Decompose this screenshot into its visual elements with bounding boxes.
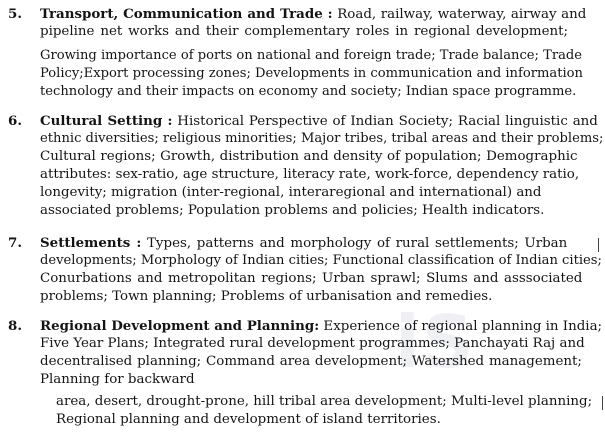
item-first-line: Cultural Setting : Historical Perspectiv… <box>40 113 598 129</box>
item-text-line: pipeline net works and their complementa… <box>40 24 569 39</box>
item-text-line: Planning for backward <box>40 372 195 387</box>
item-text-line: Regional planning and development of isl… <box>56 412 441 427</box>
item-text-line: ethnic diversities; religious minorities… <box>40 131 604 146</box>
item-number: 7. <box>8 235 22 251</box>
item-heading: Settlements : <box>40 235 142 251</box>
faint-watermark: iS <box>395 300 476 384</box>
item-heading: Cultural Setting : <box>40 113 173 129</box>
item-text-line: Cultural regions; Growth, distribution a… <box>40 149 578 164</box>
edge-rule <box>602 396 603 410</box>
item-text-line: Historical Perspective of Indian Society… <box>177 114 598 129</box>
item-number: 5. <box>8 6 22 22</box>
item-text-line: area, desert, drought-prone, hill tribal… <box>56 394 593 409</box>
item-text-line: attributes: sex-ratio, age structure, li… <box>40 167 580 182</box>
item-text-line: Conurbations and metropolitan regions; U… <box>40 271 583 286</box>
item-text-line: technology and their impacts on economy … <box>40 84 577 99</box>
item-text-line: Policy;Export processing zones; Developm… <box>40 66 583 81</box>
item-first-line: Regional Development and Planning: Exper… <box>40 318 602 334</box>
item-text-line: Five Year Plans; Integrated rural develo… <box>40 336 585 351</box>
item-text-line: Growing importance of ports on national … <box>40 48 583 63</box>
item-text-line: longevity; migration (inter-regional, in… <box>40 185 542 200</box>
item-text-line: decentralised planning; Command area dev… <box>40 354 582 369</box>
item-first-line: Settlements : Types, patterns and morpho… <box>40 235 567 251</box>
item-heading: Transport, Communication and Trade : <box>40 6 333 22</box>
item-text-line: Road, railway, waterway, airway and <box>337 7 587 22</box>
item-text-line: developments; Morphology of Indian citie… <box>40 253 602 268</box>
item-text-line: Experience of regional planning in India… <box>323 319 603 334</box>
item-number: 6. <box>8 113 22 129</box>
item-first-line: Transport, Communication and Trade : Roa… <box>40 6 586 22</box>
edge-rule <box>598 238 599 252</box>
item-text-line: Types, patterns and morphology of rural … <box>147 236 568 251</box>
item-heading: Regional Development and Planning: <box>40 318 320 334</box>
item-text-line: associated problems; Population problems… <box>40 203 545 218</box>
item-text-line: problems; Town planning; Problems of urb… <box>40 289 493 304</box>
item-number: 8. <box>8 318 22 334</box>
